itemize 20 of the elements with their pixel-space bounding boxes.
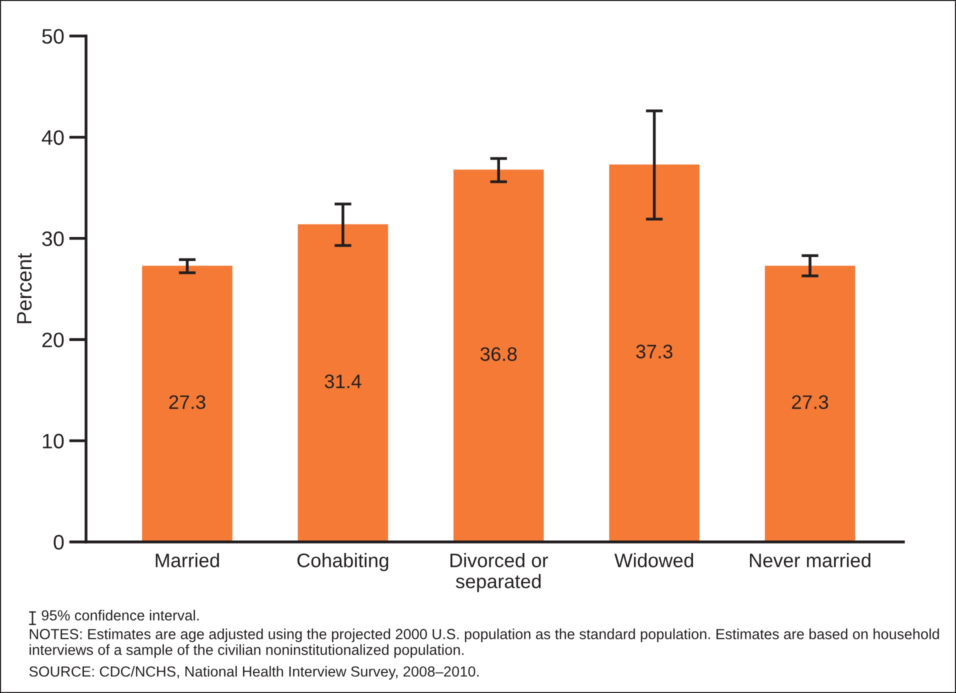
x-tick-label: Widowed bbox=[614, 553, 694, 568]
y-tick-label: 40 bbox=[42, 130, 64, 145]
y-tick-label: 20 bbox=[42, 332, 64, 348]
y-axis-title: Percent bbox=[17, 253, 32, 324]
data-label: 27.3 bbox=[792, 395, 828, 410]
source-note: SOURCE: CDC/NCHS, National Health Interview Survey, 2008–2010. bbox=[29, 666, 479, 680]
x-tick-label: Never married bbox=[750, 553, 870, 568]
text: 95% confidence interval. bbox=[42, 610, 199, 621]
y-tick-label: 50 bbox=[42, 29, 64, 44]
x-tick-label: Divorced or separated bbox=[450, 553, 548, 592]
y-tick-label: 10 bbox=[42, 434, 64, 448]
data-label: 37.3 bbox=[636, 344, 672, 358]
data-label: 31.4 bbox=[324, 374, 362, 388]
data-label: 36.8 bbox=[480, 347, 517, 361]
y-tick-label: 30 bbox=[42, 231, 64, 246]
y-tick-label: 0 bbox=[54, 534, 64, 550]
x-tick-label: Married bbox=[156, 553, 219, 568]
x-tick-label: Cohabiting bbox=[297, 553, 388, 572]
data-label: 27.3 bbox=[169, 395, 206, 410]
text: NOTES: Estimates are age adjusted using the projected 2000 U.S. population as the standard population. Estimates are based on household interviews of a sample of the civilian noninstitutionalized population. bbox=[30, 628, 939, 658]
